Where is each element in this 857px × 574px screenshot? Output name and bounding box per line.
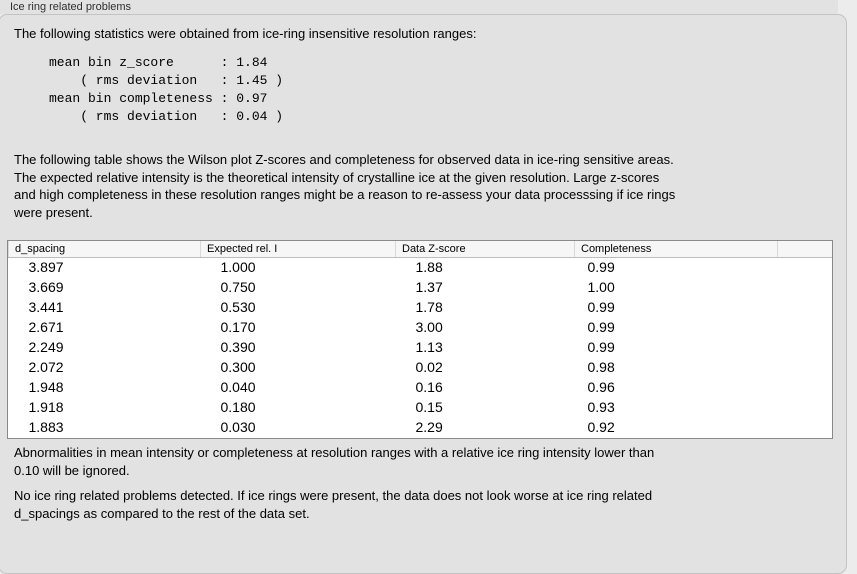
table-cell: 0.030 [200, 417, 396, 437]
table-cell: 0.15 [395, 397, 575, 417]
table-cell: 2.29 [395, 417, 575, 437]
table-cell: 0.99 [574, 297, 778, 317]
table-row[interactable]: 1.918 0.180 0.15 0.93 [8, 397, 832, 417]
table-cell: 3.897 [8, 257, 201, 277]
table-cell-empty [777, 297, 832, 317]
column-header-completeness[interactable]: Completeness [574, 241, 778, 258]
table-cell-empty [777, 417, 832, 437]
table-cell: 0.02 [395, 357, 575, 377]
table-cell-empty [777, 337, 832, 357]
table-cell: 1.000 [200, 257, 396, 277]
table-cell: 0.170 [200, 317, 396, 337]
table-cell: 1.918 [8, 397, 201, 417]
table-cell: 0.93 [574, 397, 778, 417]
ice-ring-table-grid: d_spacing Expected rel. I Data Z-score C… [8, 241, 832, 437]
table-row[interactable]: 3.441 0.530 1.78 0.99 [8, 297, 832, 317]
table-cell: 0.750 [200, 277, 396, 297]
panel-title: Ice ring related problems [10, 1, 132, 13]
table-body: 3.897 1.000 1.88 0.99 3.669 0.750 1.37 1.00 3.44… [8, 257, 832, 437]
table-cell: 0.390 [200, 337, 396, 357]
table-cell: 0.180 [200, 397, 396, 417]
table-row[interactable]: 3.897 1.000 1.88 0.99 [8, 257, 832, 277]
table-row[interactable]: 1.883 0.030 2.29 0.92 [8, 417, 832, 437]
column-header-expected-rel-i[interactable]: Expected rel. I [200, 241, 396, 258]
table-cell-empty [777, 377, 832, 397]
table-cell: 0.92 [574, 417, 778, 437]
table-cell: 1.00 [574, 277, 778, 297]
table-cell: 0.16 [395, 377, 575, 397]
table-cell: 0.300 [200, 357, 396, 377]
table-cell: 2.072 [8, 357, 201, 377]
column-header-empty [777, 241, 832, 258]
ignore-note: Abnormalities in mean intensity or compl… [14, 445, 655, 478]
column-header-d-spacing[interactable]: d_spacing [8, 241, 201, 258]
table-row[interactable]: 1.948 0.040 0.16 0.96 [8, 377, 832, 397]
table-cell: 3.00 [395, 317, 575, 337]
description-text: The following table shows the Wilson plo… [14, 152, 676, 220]
table-row[interactable]: 3.669 0.750 1.37 1.00 [8, 277, 832, 297]
table-cell-empty [777, 397, 832, 417]
table-cell: 0.040 [200, 377, 396, 397]
table-cell-empty [777, 257, 832, 277]
table-cell: 0.99 [574, 317, 778, 337]
table-cell: 0.98 [574, 357, 778, 377]
table-row[interactable]: 2.249 0.390 1.13 0.99 [8, 337, 832, 357]
table-cell: 0.96 [574, 377, 778, 397]
table-cell: 0.530 [200, 297, 396, 317]
table-cell: 0.99 [574, 257, 778, 277]
table-cell: 3.441 [8, 297, 201, 317]
table-cell-empty [777, 277, 832, 297]
table-cell: 1.37 [395, 277, 575, 297]
table-cell-empty [777, 357, 832, 377]
intro-text: The following statistics were obtained f… [14, 26, 477, 41]
table-cell: 2.249 [8, 337, 201, 357]
table-cell: 1.88 [395, 257, 575, 277]
table-cell: 3.669 [8, 277, 201, 297]
table-cell: 1.948 [8, 377, 201, 397]
table-cell: 1.78 [395, 297, 575, 317]
table-cell: 0.99 [574, 337, 778, 357]
table-cell-empty [777, 317, 832, 337]
table-row[interactable]: 2.072 0.300 0.02 0.98 [8, 357, 832, 377]
column-header-data-z-score[interactable]: Data Z-score [395, 241, 575, 258]
result-note: No ice ring related problems detected. I… [14, 488, 653, 521]
table-cell: 2.671 [8, 317, 201, 337]
ice-ring-table[interactable]: d_spacing Expected rel. I Data Z-score C… [7, 240, 833, 439]
table-header-row: d_spacing Expected rel. I Data Z-score C… [8, 241, 832, 258]
table-row[interactable]: 2.671 0.170 3.00 0.99 [8, 317, 832, 337]
stats-block: mean bin z_score : 1.84 ( rms deviation … [49, 55, 284, 124]
panel-label-strip [0, 0, 838, 14]
table-cell: 1.13 [395, 337, 575, 357]
table-cell: 1.883 [8, 417, 201, 437]
